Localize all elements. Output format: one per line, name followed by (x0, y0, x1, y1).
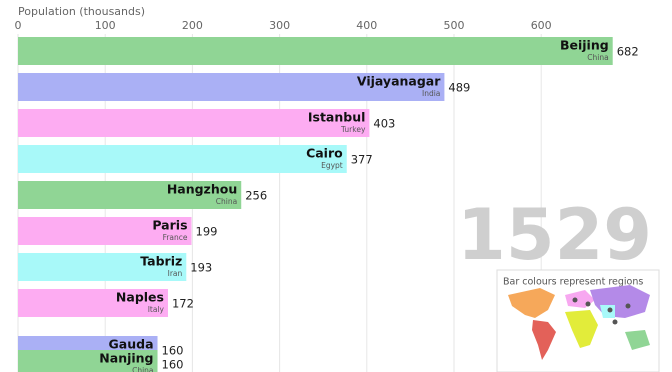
value-label: 193 (190, 261, 212, 275)
region-north-america (508, 288, 555, 318)
x-tick-label: 100 (95, 19, 116, 32)
legend: Bar colours represent regions (496, 269, 660, 372)
x-tick-label: 500 (444, 19, 465, 32)
bar-label: Cairo (306, 146, 343, 161)
region-oceania (625, 330, 650, 350)
value-label: 682 (617, 45, 639, 59)
axis-title: Population (thousands) (18, 5, 145, 18)
city-dot (585, 301, 591, 307)
bar (18, 181, 242, 209)
bar (18, 109, 370, 137)
bar-label: Vijayanagar (357, 74, 441, 89)
city-dot (607, 307, 613, 313)
value-label: 256 (245, 189, 267, 203)
x-tick-label: 600 (531, 19, 552, 32)
city-dot (625, 303, 631, 309)
bar-label: Beijing (560, 38, 609, 53)
x-tick-label: 200 (182, 19, 203, 32)
value-label: 160 (162, 344, 184, 358)
bar (18, 217, 192, 245)
bar-country: Italy (148, 305, 165, 314)
value-label: 160 (162, 358, 184, 372)
bar-label: Istanbul (308, 110, 366, 125)
bar-country: France (163, 233, 188, 242)
x-tick-label: 0 (15, 19, 22, 32)
value-label: 403 (373, 117, 395, 131)
bar (18, 350, 158, 372)
bar-country: China (216, 197, 237, 206)
bar-label: Tabriz (140, 254, 182, 269)
bar-country: China (132, 366, 153, 372)
bar (18, 253, 187, 281)
bar-label: Paris (152, 218, 187, 233)
year-label: 1529 (457, 194, 652, 276)
bar-country: Egypt (321, 161, 343, 170)
value-label: 199 (196, 225, 218, 239)
bar-country: India (422, 89, 440, 98)
value-label: 377 (351, 153, 373, 167)
bar-country: China (587, 53, 608, 62)
region-south-america (532, 320, 556, 360)
region-africa (565, 310, 598, 348)
value-label: 489 (448, 81, 470, 95)
bar (18, 289, 168, 317)
bar-label: Hangzhou (167, 182, 237, 197)
bar-label: Naples (116, 290, 164, 305)
bar-country: Turkey (340, 125, 366, 134)
city-dot (612, 319, 618, 325)
value-label: 172 (172, 297, 194, 311)
x-tick-label: 400 (356, 19, 377, 32)
bar (18, 145, 347, 173)
bar-label: Gauda (109, 337, 154, 352)
bar-country: Iran (168, 269, 183, 278)
bar (18, 73, 445, 101)
bar-label: Nanjing (99, 351, 153, 366)
x-tick-label: 300 (269, 19, 290, 32)
legend-title: Bar colours represent regions (503, 277, 643, 288)
city-dot (572, 297, 578, 303)
bar (18, 37, 613, 65)
